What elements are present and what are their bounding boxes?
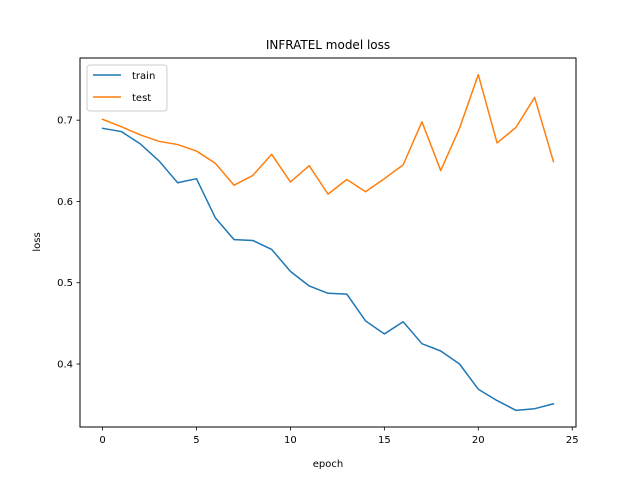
y-tick-label: 0.7 [57,116,73,127]
x-tick-label: 5 [193,435,199,446]
x-tick-label: 10 [284,435,297,446]
y-tick-label: 0.5 [57,278,73,289]
y-tick-label: 0.6 [57,197,73,208]
y-axis-label: loss [32,232,43,251]
x-tick-label: 15 [378,435,391,446]
legend: train test [86,64,168,112]
y-tick-label: 0.4 [57,360,73,371]
legend-box [86,64,168,112]
series-line-test [101,73,555,195]
chart-title: INFRATEL model loss [266,38,390,52]
series-line-train [101,127,555,412]
x-axis-label: epoch [313,459,343,470]
plot-frame [79,57,577,428]
x-tick-label: 25 [566,435,579,446]
x-tick-label: 20 [472,435,485,446]
legend-label-train: train [132,71,155,82]
legend-label-test: test [132,93,151,104]
x-tick-label: 0 [99,435,105,446]
